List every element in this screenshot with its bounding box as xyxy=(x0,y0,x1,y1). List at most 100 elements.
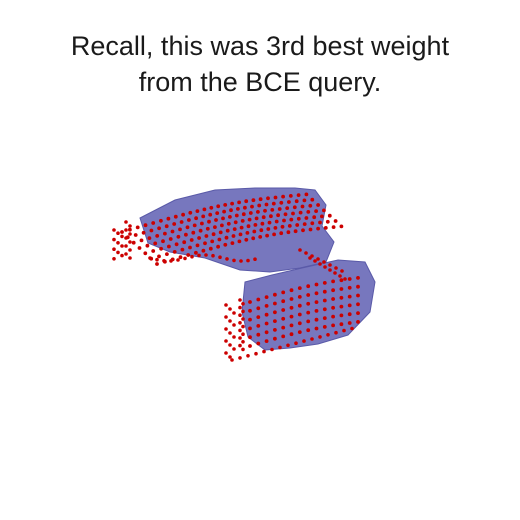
point-marker xyxy=(314,300,319,304)
point-marker xyxy=(312,215,317,220)
point-marker xyxy=(244,237,249,242)
point-marker xyxy=(116,231,120,235)
point-marker xyxy=(197,253,201,258)
point-marker xyxy=(347,285,352,290)
point-marker xyxy=(204,253,208,257)
point-marker xyxy=(223,203,228,207)
point-marker xyxy=(178,255,183,260)
point-marker xyxy=(328,268,332,272)
point-marker xyxy=(350,326,354,331)
point-marker xyxy=(297,286,302,290)
point-marker xyxy=(241,309,245,314)
point-marker xyxy=(215,211,220,216)
point-marker xyxy=(322,307,327,312)
point-marker xyxy=(262,349,266,354)
point-marker xyxy=(238,356,242,360)
point-marker xyxy=(229,208,233,213)
point-marker xyxy=(218,255,222,259)
point-marker xyxy=(273,226,278,230)
point-marker xyxy=(339,278,344,283)
point-marker xyxy=(240,219,245,223)
point-marker xyxy=(258,197,263,202)
point-marker xyxy=(273,310,277,315)
point-marker xyxy=(347,294,352,299)
point-marker xyxy=(264,202,269,207)
point-marker xyxy=(176,234,181,239)
point-marker xyxy=(297,303,302,308)
point-marker xyxy=(265,233,269,238)
point-marker xyxy=(241,332,245,337)
point-marker xyxy=(246,354,250,358)
point-marker xyxy=(297,295,302,299)
point-marker xyxy=(274,219,279,224)
point-marker xyxy=(334,330,338,335)
point-marker xyxy=(248,344,252,348)
point-marker xyxy=(188,210,193,215)
point-marker xyxy=(294,199,299,204)
point-marker xyxy=(318,262,322,266)
point-marker xyxy=(331,323,335,328)
point-marker xyxy=(241,324,245,329)
point-marker xyxy=(281,325,286,330)
point-marker xyxy=(322,298,327,303)
point-marker xyxy=(264,295,269,299)
point-marker xyxy=(185,225,190,230)
point-marker xyxy=(238,336,242,340)
point-marker xyxy=(331,297,335,301)
point-marker xyxy=(246,224,251,229)
point-marker xyxy=(310,221,315,226)
point-marker xyxy=(252,229,257,234)
point-marker xyxy=(213,225,217,230)
point-marker xyxy=(247,217,252,222)
point-marker xyxy=(170,229,175,234)
point-marker xyxy=(322,260,326,264)
point-marker xyxy=(269,214,273,219)
point-marker xyxy=(266,227,271,231)
point-marker xyxy=(168,237,173,241)
point-marker xyxy=(310,254,314,258)
point-marker xyxy=(339,287,344,291)
point-marker xyxy=(347,303,352,308)
point-marker xyxy=(313,259,317,263)
point-marker xyxy=(338,274,342,278)
point-marker xyxy=(271,201,276,206)
point-marker xyxy=(306,319,311,324)
point-marker xyxy=(128,248,132,252)
point-marker xyxy=(163,231,167,236)
point-marker xyxy=(124,244,128,248)
point-marker xyxy=(112,237,116,242)
point-marker xyxy=(120,253,124,258)
point-cloud xyxy=(112,192,360,362)
point-marker xyxy=(233,220,238,225)
point-marker xyxy=(273,336,277,341)
point-marker xyxy=(308,203,313,208)
point-marker xyxy=(297,312,302,317)
point-marker xyxy=(304,216,309,220)
point-marker xyxy=(172,222,177,226)
point-marker xyxy=(289,323,294,328)
point-marker xyxy=(216,244,221,249)
point-marker xyxy=(294,341,298,346)
point-marker xyxy=(251,236,256,241)
point-marker xyxy=(273,328,277,332)
point-marker xyxy=(248,326,252,331)
point-marker xyxy=(318,335,322,339)
point-marker xyxy=(314,291,319,296)
point-marker xyxy=(179,220,184,224)
point-marker xyxy=(230,201,235,206)
point-marker xyxy=(238,328,242,333)
point-marker xyxy=(128,256,132,260)
point-marker xyxy=(295,223,300,227)
point-marker xyxy=(161,239,165,244)
point-marker xyxy=(248,308,252,313)
point-marker xyxy=(342,328,346,333)
point-marker xyxy=(238,313,242,318)
point-marker xyxy=(254,216,259,221)
point-marker xyxy=(276,213,280,218)
point-marker xyxy=(316,203,320,207)
point-marker xyxy=(135,225,140,230)
point-marker xyxy=(322,289,327,294)
point-marker xyxy=(331,305,335,310)
point-marker xyxy=(211,232,216,237)
point-marker xyxy=(194,250,198,255)
